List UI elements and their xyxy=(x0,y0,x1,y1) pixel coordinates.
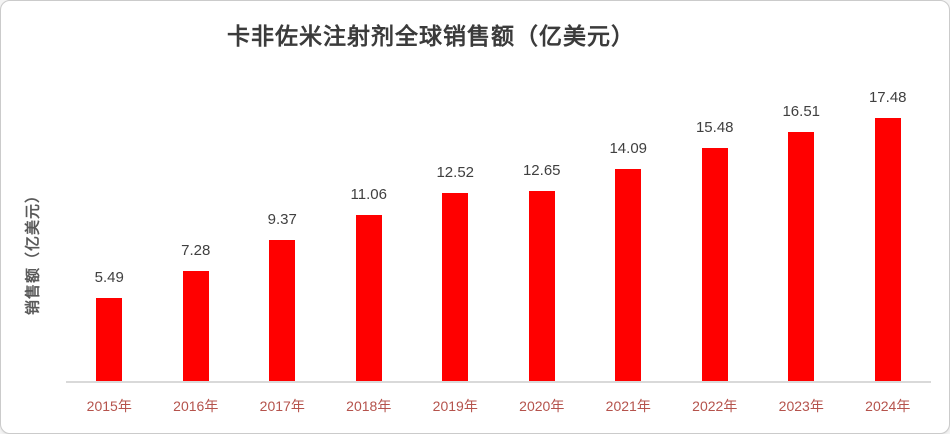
bar-value-label: 7.28 xyxy=(181,242,211,260)
x-axis-line xyxy=(66,381,931,383)
bar xyxy=(615,168,642,381)
bar-column: 5.49 2015年 xyxy=(66,71,153,433)
x-axis-category-label: 2024年 xyxy=(865,398,911,414)
bar-column: 15.48 2022年 xyxy=(672,71,759,433)
bar-column: 7.28 2016年 xyxy=(153,71,240,433)
bar-value-label: 11.06 xyxy=(350,185,387,203)
bar-column: 12.65 2020年 xyxy=(499,71,586,433)
bar-column: 14.09 2021年 xyxy=(585,71,672,433)
bar-column: 17.48 2024年 xyxy=(845,71,932,433)
bar-column: 12.52 2019年 xyxy=(412,71,499,433)
bar-value-label: 12.52 xyxy=(436,163,475,181)
x-axis-category-label: 2023年 xyxy=(778,398,824,414)
x-axis-category-label: 2022年 xyxy=(692,398,738,414)
bar xyxy=(442,192,469,381)
bar-value-label: 14.09 xyxy=(609,139,648,157)
bar-value-label: 9.37 xyxy=(267,210,297,228)
chart-title: 卡非佐米注射剂全球销售额（亿美元） xyxy=(227,23,635,50)
bar-value-label: 12.65 xyxy=(522,161,561,179)
bar-columns: 5.49 2015年 7.28 2016年 9.37 2017年 11.06 2018年 12.… xyxy=(66,71,931,433)
bar xyxy=(182,271,209,381)
plot-area: 5.49 2015年 7.28 2016年 9.37 2017年 11.06 2018年 12.… xyxy=(66,71,931,433)
bar-value-label: 16.51 xyxy=(782,103,821,121)
bar-column: 9.37 2017年 xyxy=(239,71,326,433)
bar xyxy=(269,239,296,381)
bar-value-label: 5.49 xyxy=(94,269,124,287)
y-axis-label: 销售额（亿美元） xyxy=(24,186,42,316)
x-axis-category-label: 2018年 xyxy=(346,398,392,414)
x-axis-category-label: 2019年 xyxy=(432,398,478,414)
bar-value-label: 17.48 xyxy=(868,88,907,106)
x-axis-category-label: 2021年 xyxy=(605,398,651,414)
bar xyxy=(96,298,123,381)
bar xyxy=(355,214,382,381)
x-axis-category-label: 2017年 xyxy=(259,398,305,414)
x-axis-category-label: 2020年 xyxy=(519,398,565,414)
bar-column: 16.51 2023年 xyxy=(758,71,845,433)
x-axis-category-label: 2015年 xyxy=(86,398,132,414)
bar-value-label: 15.48 xyxy=(695,118,734,136)
bar xyxy=(701,147,728,381)
bar xyxy=(528,190,555,381)
bar xyxy=(874,117,901,381)
bar-column: 11.06 2018年 xyxy=(326,71,413,433)
bar xyxy=(788,132,815,381)
x-axis-category-label: 2016年 xyxy=(173,398,219,414)
